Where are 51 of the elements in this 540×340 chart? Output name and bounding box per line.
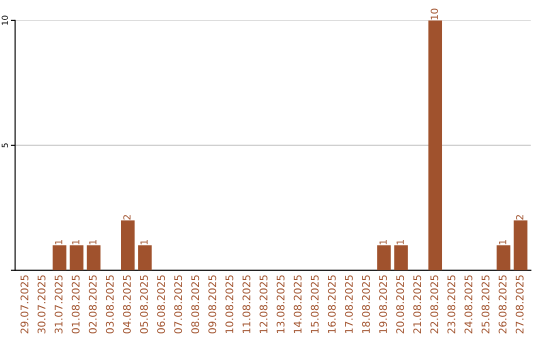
- data-label: 1: [72, 240, 80, 244]
- data-label: 1: [499, 240, 506, 244]
- x-tick-label: 15.08.2025: [310, 275, 319, 333]
- x-tick-label: 04.08.2025: [122, 275, 131, 334]
- bar: [120, 220, 135, 270]
- data-label: 1: [396, 240, 404, 244]
- x-tick-label: 11.08.2025: [242, 275, 250, 333]
- data-label: 10: [430, 8, 438, 20]
- x-tick-label: 30.07.2025: [38, 275, 46, 334]
- x-tick-label: 20.08.2025: [396, 275, 404, 334]
- x-tick-label: 14.08.2025: [294, 275, 302, 333]
- x-tick-label: 25.08.2025: [482, 275, 490, 334]
- x-tick-label: 24.08.2025: [464, 275, 472, 334]
- x-tick-label: 10.08.2025: [225, 275, 234, 333]
- x-tick-label: 21.08.2025: [413, 275, 422, 334]
- x-tick-label: 01.08.2025: [72, 275, 80, 334]
- x-tick-label: 12.08.2025: [260, 275, 268, 333]
- data-label: 2: [123, 215, 131, 220]
- x-tick-label: 31.07.2025: [54, 275, 63, 334]
- bar: [70, 245, 84, 270]
- x-tick-label: 16.08.2025: [328, 275, 336, 333]
- x-tick-label: 13.08.2025: [276, 275, 285, 333]
- x-tick-label: 06.08.2025: [157, 275, 165, 334]
- data-label: 1: [140, 240, 148, 244]
- bar: [514, 220, 528, 270]
- x-tick-label: 07.08.2025: [174, 275, 182, 334]
- x-tick-label: 26.08.2025: [498, 275, 507, 334]
- x-tick-label: 22.08.2025: [430, 275, 438, 334]
- bar: [377, 245, 391, 270]
- x-tick-label: 18.08.2025: [362, 275, 370, 333]
- x-tick-label: 19.08.2025: [379, 275, 387, 333]
- x-tick-label: 02.08.2025: [88, 275, 97, 334]
- bar: [86, 245, 100, 270]
- x-tick-label: 05.08.2025: [140, 275, 148, 334]
- x-tick-label: 29.07.2025: [20, 275, 28, 334]
- data-label: 2: [516, 215, 524, 220]
- x-tick-label: 09.08.2025: [208, 275, 216, 334]
- x-tick-label: 23.08.2025: [447, 275, 456, 334]
- bar: [496, 245, 510, 270]
- x-tick-label: 27.08.2025: [516, 275, 524, 334]
- x-tick-label: 03.08.2025: [106, 275, 114, 334]
- x-tick-label: 08.08.2025: [191, 275, 200, 334]
- x-tick-label: 17.08.2025: [344, 275, 353, 333]
- data-label: 1: [89, 240, 96, 244]
- data-label: 1: [55, 240, 62, 244]
- bar: [428, 20, 442, 270]
- data-label: 1: [380, 240, 387, 244]
- bar: [138, 245, 152, 270]
- bar: [394, 245, 408, 270]
- bar: [52, 245, 66, 270]
- y-tick-label: 5: [2, 143, 8, 148]
